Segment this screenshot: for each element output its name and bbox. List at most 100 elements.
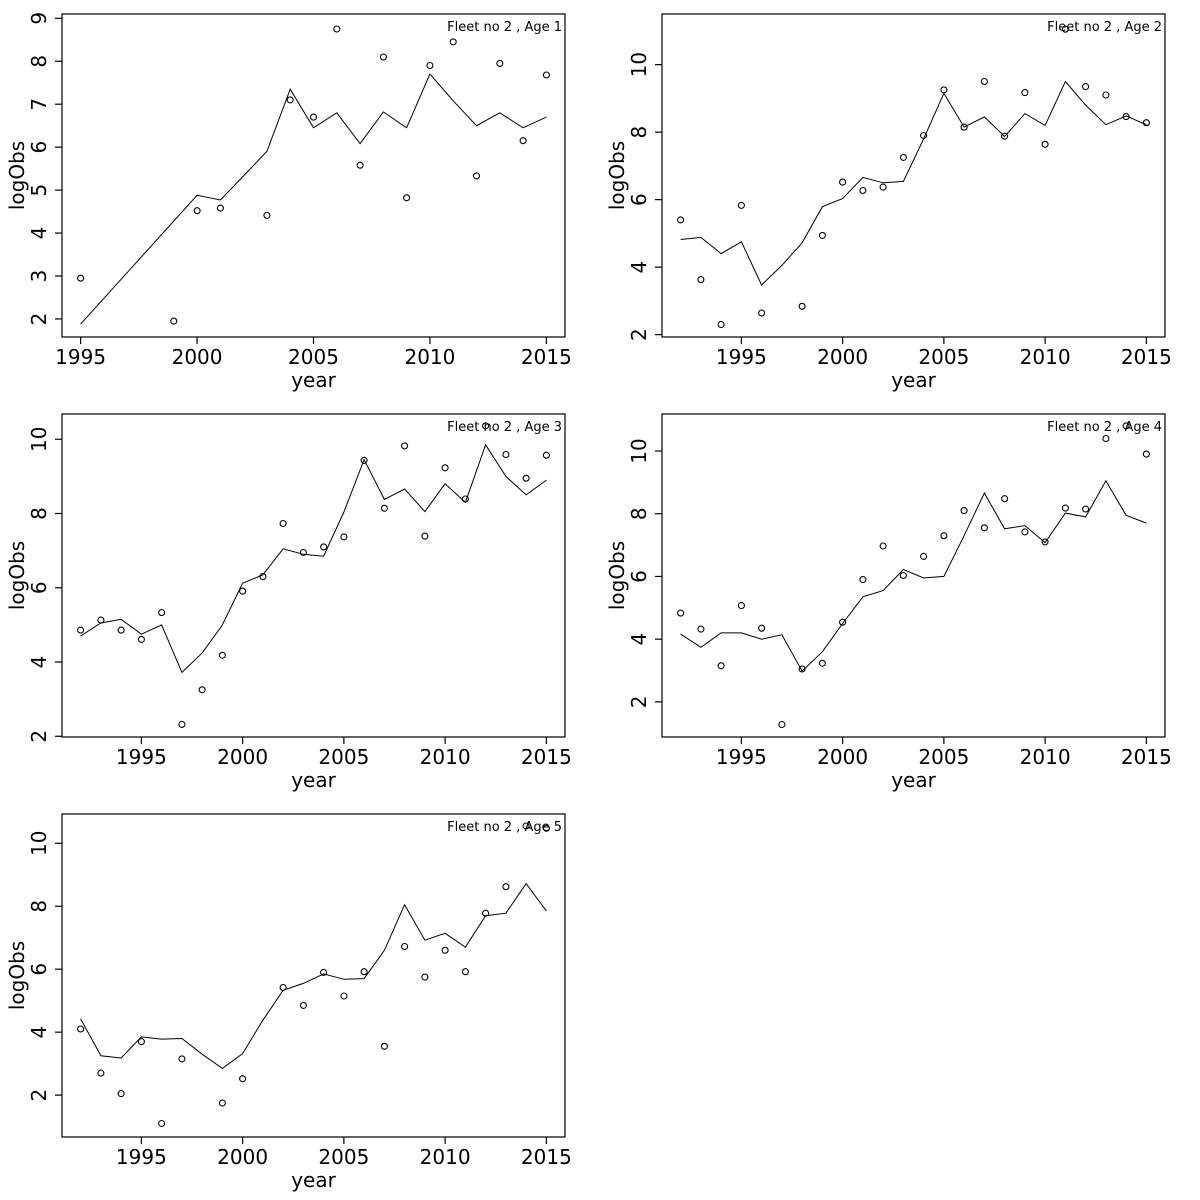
data-point [77, 274, 85, 282]
data-point [879, 183, 887, 191]
data-point [441, 946, 449, 954]
data-point [542, 451, 550, 459]
data-point [170, 317, 178, 325]
data-point [426, 61, 434, 70]
x-tick-label: 2000 [217, 1145, 268, 1169]
y-tick-label: 6 [27, 141, 51, 154]
y-tick-label: 8 [627, 507, 651, 520]
data-point [117, 1090, 125, 1098]
x-tick-label: 2015 [521, 745, 572, 769]
y-tick-label: 7 [27, 98, 51, 111]
panel-fleet2-age3: 1995 2000 2005 2010 2015 2 4 6 8 10 year logObs Flee… [0, 400, 600, 800]
x-tick-label: 2015 [1121, 745, 1172, 769]
data-point [677, 216, 685, 224]
data-point [239, 1075, 247, 1083]
fit-line [80, 882, 547, 1070]
data-point [1021, 89, 1029, 97]
data-point [356, 161, 364, 169]
data-point [980, 524, 988, 532]
y-tick-label: 8 [27, 507, 51, 520]
data-point [737, 602, 745, 610]
fit-line [680, 479, 1147, 672]
x-tick-label: 2015 [521, 345, 572, 369]
data-point [340, 533, 348, 541]
data-point [77, 1025, 85, 1033]
y-tick-label: 10 [627, 52, 651, 77]
data-point [340, 992, 348, 1000]
data-point [542, 824, 550, 832]
data-point [320, 968, 328, 976]
data-point [818, 659, 826, 667]
x-tick-label: 2005 [288, 345, 339, 369]
data-point [380, 504, 388, 512]
data-point [859, 186, 867, 195]
x-tick-label: 1995 [116, 1145, 167, 1169]
panel-fleet2-age2: 1995 2000 2005 2010 2015 2 4 6 8 10 year logObs Flee… [600, 0, 1200, 400]
x-axis-title: year [891, 368, 936, 392]
x-tick-label: 2010 [1020, 345, 1071, 369]
fit-line [80, 443, 547, 674]
y-tick-label: 6 [627, 570, 651, 583]
data-point [482, 909, 490, 917]
x-tick-label: 2005 [318, 1145, 369, 1169]
y-tick-label: 8 [27, 55, 51, 68]
x-tick-label: 2010 [420, 745, 471, 769]
data-point [1001, 495, 1009, 503]
empty-cell [600, 800, 1200, 1200]
data-point [461, 968, 469, 976]
y-tick-label: 4 [27, 656, 51, 669]
y-tick-label: 4 [27, 1026, 51, 1039]
data-point [1122, 113, 1130, 121]
x-tick-label: 2015 [1121, 345, 1172, 369]
data-point [198, 686, 206, 694]
data-point [259, 573, 267, 581]
panel-fleet2-age1: 1995 2000 2005 2010 2015 2 3 4 5 6 7 8 9 year logObs Fl… [0, 0, 600, 400]
data-point [299, 1001, 307, 1009]
data-point [798, 665, 806, 673]
y-axis-title: logObs [5, 541, 29, 610]
x-tick-label: 2010 [404, 345, 455, 369]
data-point [818, 231, 826, 239]
x-tick-label: 2005 [318, 745, 369, 769]
y-tick-label: 10 [27, 831, 51, 856]
data-point [333, 25, 341, 33]
data-point [737, 201, 745, 209]
panel-title: Fleet no 2 , Age 3 [447, 420, 562, 435]
data-point [1061, 504, 1069, 512]
data-point [309, 113, 318, 121]
data-point [717, 662, 725, 670]
data-point [380, 1042, 388, 1050]
data-point [697, 276, 705, 284]
y-tick-label: 2 [27, 730, 51, 743]
data-point [859, 576, 867, 584]
panel-title: Fleet no 2 , Age 1 [447, 20, 562, 35]
y-axis-title: logObs [605, 541, 629, 610]
data-point [502, 883, 510, 891]
plot-box [661, 13, 1166, 338]
plot-box [61, 413, 566, 738]
x-tick-label: 2005 [918, 345, 969, 369]
data-point [542, 71, 550, 79]
y-tick-label: 4 [27, 227, 51, 240]
y-axis-title: logObs [5, 141, 29, 210]
plot-svg: 1995 2000 2005 2010 2015 2 4 6 8 10 year logObs Flee… [5, 813, 572, 1192]
y-tick-label: 4 [627, 261, 651, 274]
data-point [218, 651, 226, 659]
x-tick-label: 2015 [521, 1145, 572, 1169]
data-point [401, 942, 409, 951]
x-tick-label: 2010 [420, 1145, 471, 1169]
x-tick-label: 2010 [1020, 745, 1071, 769]
data-point [1041, 538, 1049, 546]
data-point [158, 1119, 166, 1128]
data-point [758, 309, 766, 317]
plot-svg: 1995 2000 2005 2010 2015 2 4 6 8 10 year logObs Flee… [605, 413, 1172, 792]
data-point [158, 609, 166, 617]
data-point [286, 96, 294, 104]
x-tick-label: 2000 [217, 745, 268, 769]
y-axis-title: logObs [605, 141, 629, 210]
data-point [1102, 91, 1110, 99]
y-axis-title: logObs [5, 941, 29, 1010]
data-point [263, 211, 271, 219]
data-point [117, 626, 125, 634]
panel-fleet2-age5: 1995 2000 2005 2010 2015 2 4 6 8 10 year logObs Flee… [0, 800, 600, 1200]
